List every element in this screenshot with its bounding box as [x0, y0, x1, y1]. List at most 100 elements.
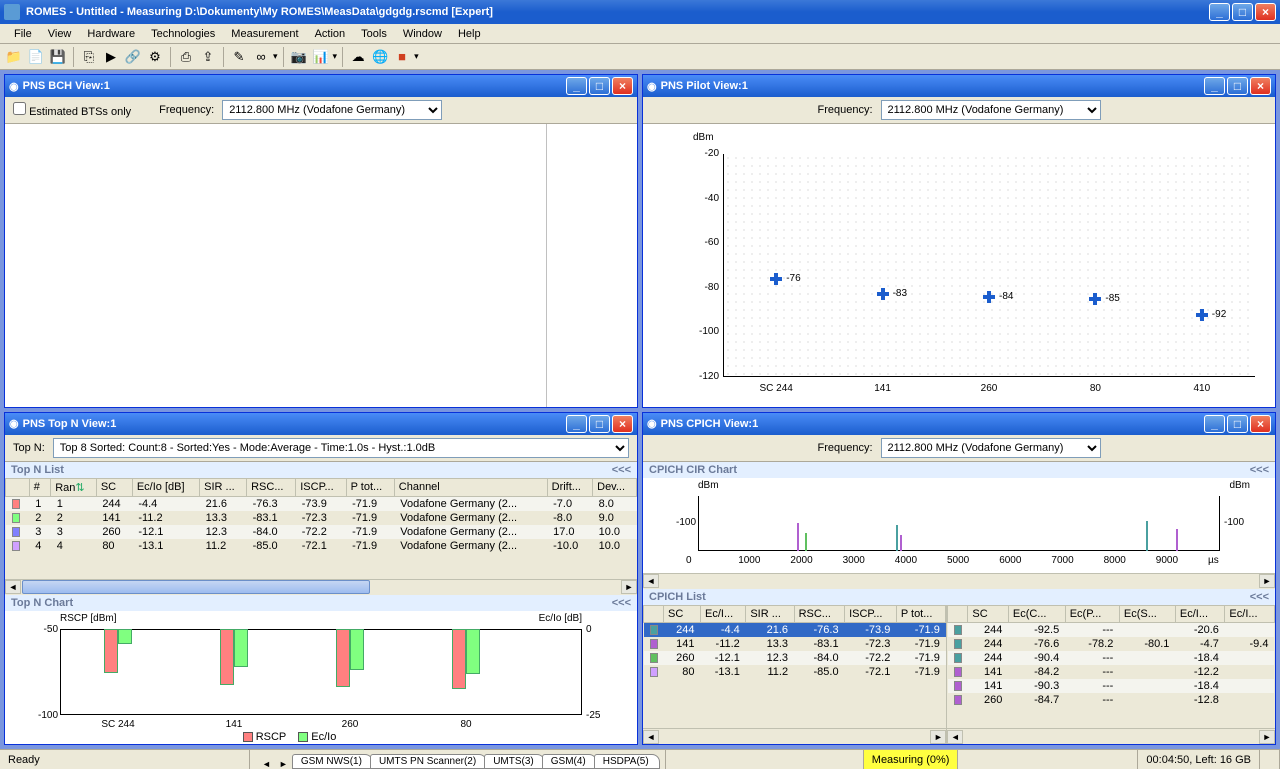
tab-prev-button[interactable]: ◄: [258, 759, 275, 769]
table-row[interactable]: 11244-4.421.6-76.3-73.9-71.9Vodafone Ger…: [6, 496, 637, 511]
status-time: 00:04:50, Left: 16 GB: [1146, 754, 1251, 766]
menu-technologies[interactable]: Technologies: [143, 26, 223, 42]
status-ready: Ready: [8, 754, 40, 766]
topn-label: Top N:: [13, 442, 45, 454]
bch-max-button[interactable]: □: [589, 77, 610, 95]
app-title: ROMES - Untitled - Measuring D:\Dokument…: [26, 6, 493, 18]
tool-edit-icon[interactable]: ✎: [229, 47, 249, 67]
menu-help[interactable]: Help: [450, 26, 489, 42]
tab-next-button[interactable]: ►: [275, 759, 292, 769]
table-row[interactable]: 141-11.213.3-83.1-72.3-71.9: [644, 637, 946, 651]
status-tab[interactable]: UMTS(3): [484, 754, 545, 769]
tool-copy-icon[interactable]: ⎘: [79, 47, 99, 67]
tool-chart-icon[interactable]: 📊: [311, 47, 331, 67]
mdi-area: ◉ PNS BCH View:1 _ □ × Estimated BTSs on…: [0, 70, 1280, 749]
close-button[interactable]: ×: [1255, 3, 1276, 21]
status-tab[interactable]: GSM(4): [542, 754, 597, 769]
cpich-freq-label: Frequency:: [817, 442, 872, 454]
cir-hdr: CPICH CIR Chart: [649, 464, 737, 476]
topn-close-button[interactable]: ×: [612, 415, 633, 433]
topn-select[interactable]: Top 8 Sorted: Count:8 - Sorted:Yes - Mod…: [53, 438, 629, 458]
cpich-right-hscroll[interactable]: ◄►: [947, 728, 1275, 744]
menu-action[interactable]: Action: [307, 26, 354, 42]
bch-min-button[interactable]: _: [566, 77, 587, 95]
bch-close-button[interactable]: ×: [612, 77, 633, 95]
status-measuring: Measuring (0%): [864, 750, 959, 769]
table-row[interactable]: 260-12.112.3-84.0-72.2-71.9: [644, 651, 946, 665]
cpich-list-hdr: CPICH List: [649, 591, 706, 603]
cpich-max-button[interactable]: □: [1227, 415, 1248, 433]
table-row[interactable]: 33260-12.112.3-84.0-72.2-71.9Vodafone Ge…: [6, 525, 637, 539]
pilot-title: PNS Pilot View:1: [661, 80, 748, 92]
table-row[interactable]: 4480-13.111.2-85.0-72.1-71.9Vodafone Ger…: [6, 539, 637, 553]
pilot-max-button[interactable]: □: [1227, 77, 1248, 95]
status-tabs: ◄ ► GSM NWS(1)UMTS PN Scanner(2)UMTS(3)G…: [258, 751, 657, 769]
cir-hscroll[interactable]: ◄►: [643, 573, 1275, 589]
pilot-chart: dBm-20-40-60-80-100-120SC 24414126080410…: [643, 124, 1275, 407]
topn-hscroll[interactable]: ◄►: [5, 579, 637, 595]
bch-window: ◉ PNS BCH View:1 _ □ × Estimated BTSs on…: [4, 74, 638, 408]
topn-chart: RSCP [dBm]Ec/Io [dB]-50-1000-25SC 244141…: [5, 611, 637, 745]
tool-stop-icon[interactable]: ■: [392, 47, 412, 67]
table-row[interactable]: 22141-11.213.3-83.1-72.3-71.9Vodafone Ge…: [6, 511, 637, 525]
table-row[interactable]: 141-84.2----12.2: [948, 665, 1275, 679]
bch-freq-label: Frequency:: [159, 104, 214, 116]
tool-open-icon[interactable]: 📁: [4, 47, 24, 67]
cpich-left-table: SCEc/I...SIR ...RSC...ISCP...P tot...244…: [643, 605, 946, 679]
table-row[interactable]: 80-13.111.2-85.0-72.1-71.9: [644, 665, 946, 679]
topn-table: #Ran⇅SCEc/Io [dB]SIR ...RSC...ISCP...P t…: [5, 478, 637, 553]
menu-file[interactable]: File: [6, 26, 40, 42]
pilot-close-button[interactable]: ×: [1250, 77, 1271, 95]
topn-title: PNS Top N View:1: [23, 418, 117, 430]
bch-freq-select[interactable]: 2112.800 MHz (Vodafone Germany): [222, 100, 442, 120]
app-icon: [4, 4, 20, 20]
tool-link-icon[interactable]: 🔗: [123, 47, 143, 67]
pilot-window: ◉ PNS Pilot View:1 _ □ × Frequency: 2112…: [642, 74, 1276, 408]
status-tab[interactable]: HSDPA(5): [594, 754, 660, 769]
table-row[interactable]: 244-92.5----20.6: [948, 622, 1275, 637]
table-row[interactable]: 244-4.421.6-76.3-73.9-71.9: [644, 622, 946, 637]
menu-tools[interactable]: Tools: [353, 26, 395, 42]
table-row[interactable]: 260-84.7----12.8: [948, 693, 1275, 707]
pilot-freq-select[interactable]: 2112.800 MHz (Vodafone Germany): [881, 100, 1101, 120]
estimated-bts-checkbox[interactable]: Estimated BTSs only: [13, 102, 131, 118]
menu-measurement[interactable]: Measurement: [223, 26, 306, 42]
pilot-min-button[interactable]: _: [1204, 77, 1225, 95]
menu-hardware[interactable]: Hardware: [79, 26, 143, 42]
table-row[interactable]: 244-90.4----18.4: [948, 651, 1275, 665]
menu-window[interactable]: Window: [395, 26, 450, 42]
tool-save-icon[interactable]: 💾: [48, 47, 68, 67]
tool-globe-icon[interactable]: 🌐: [370, 47, 390, 67]
pilot-freq-label: Frequency:: [817, 104, 872, 116]
tool-export-icon[interactable]: ⇪: [198, 47, 218, 67]
minimize-button[interactable]: _: [1209, 3, 1230, 21]
cir-chart: dBmdBm-100-10001000200030004000500060007…: [643, 478, 1275, 573]
topn-window: ◉ PNS Top N View:1 _ □ × Top N: Top 8 So…: [4, 412, 638, 746]
menubar: FileViewHardwareTechnologiesMeasurementA…: [0, 24, 1280, 44]
cpich-left-hscroll[interactable]: ◄►: [643, 728, 946, 744]
table-row[interactable]: 244-76.6-78.2-80.1-4.7-9.4: [948, 637, 1275, 651]
main-toolbar: 📁 📄 💾 ⎘ ▶ 🔗 ⚙ ⎙ ⇪ ✎ ∞ ▾ 📷 📊 ▾ ☁ 🌐 ■ ▾: [0, 44, 1280, 70]
table-row[interactable]: 141-90.3----18.4: [948, 679, 1275, 693]
topn-list-hdr: Top N List: [11, 464, 64, 476]
topn-max-button[interactable]: □: [589, 415, 610, 433]
menu-view[interactable]: View: [40, 26, 80, 42]
status-tab[interactable]: GSM NWS(1): [292, 754, 373, 769]
cpich-window: ◉ PNS CPICH View:1 _ □ × Frequency: 2112…: [642, 412, 1276, 746]
tool-cloud-icon[interactable]: ☁: [348, 47, 368, 67]
tool-config-icon[interactable]: ⚙: [145, 47, 165, 67]
cpich-freq-select[interactable]: 2112.800 MHz (Vodafone Germany): [881, 438, 1101, 458]
tool-share-icon[interactable]: ∞: [251, 47, 271, 67]
maximize-button[interactable]: □: [1232, 3, 1253, 21]
tool-new-icon[interactable]: 📄: [26, 47, 46, 67]
tool-camera-icon[interactable]: 📷: [289, 47, 309, 67]
topn-chart-hdr: Top N Chart: [11, 597, 73, 609]
topn-min-button[interactable]: _: [566, 415, 587, 433]
cpich-min-button[interactable]: _: [1204, 415, 1225, 433]
tool-print-icon[interactable]: ⎙: [176, 47, 196, 67]
cpich-title: PNS CPICH View:1: [661, 418, 759, 430]
tool-play-icon[interactable]: ▶: [101, 47, 121, 67]
cpich-close-button[interactable]: ×: [1250, 415, 1271, 433]
status-tab[interactable]: UMTS PN Scanner(2): [370, 754, 487, 769]
bch-title: PNS BCH View:1: [23, 80, 110, 92]
